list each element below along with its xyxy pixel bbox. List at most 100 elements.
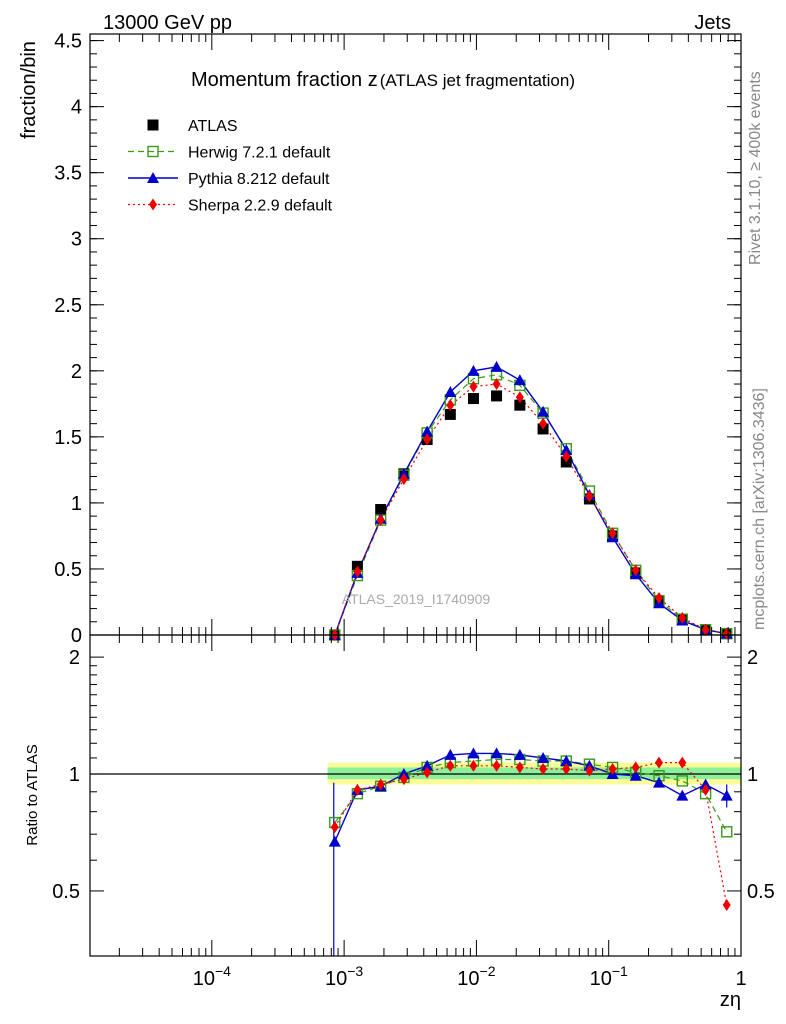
- ratio-ytick-label: 0.5: [52, 881, 80, 903]
- ratio-ytick-label-right: 1: [747, 764, 758, 786]
- ratio-point-sherpa-11: [585, 764, 594, 777]
- header-right: Jets: [694, 12, 731, 34]
- main-point-sherpa-3: [399, 473, 408, 486]
- ratio-band-green: [327, 767, 741, 780]
- main-point-sherpa-4: [423, 433, 432, 446]
- ratio-point-sherpa-14: [655, 756, 664, 769]
- ratio-marks: [90, 747, 741, 956]
- ratio-point-sherpa-1: [353, 783, 362, 796]
- main-point-pythia-6: [467, 364, 480, 376]
- main-ytick-label: 3.5: [54, 163, 82, 185]
- watermark: ATLAS_2019_I1740909: [342, 591, 491, 607]
- ratio-ytick-label: 1: [69, 764, 80, 786]
- main-ytick-label: 0.5: [54, 559, 82, 581]
- ratio-xtick-label: 1: [735, 968, 746, 990]
- ratio-point-pythia-0: [328, 835, 341, 847]
- ratio-point-sherpa-10: [562, 763, 571, 776]
- legend-marker-sherpa: [149, 198, 157, 211]
- mcplots-label: mcplots.cern.ch [arXiv:1306.3436]: [751, 388, 768, 630]
- legend-marker-atlas: [147, 119, 159, 131]
- ratio-line-sherpa: [334, 761, 728, 906]
- main-point-sherpa-10: [562, 450, 571, 463]
- main-ytick-label: 3: [71, 229, 82, 251]
- ratio-point-sherpa-4: [423, 766, 432, 779]
- ratio-panel: 0.5 0.5 1 1 2 2 10−4 10−3 10−2 10−1 1 Ratio to AT…: [24, 634, 775, 1011]
- ratio-frame: [89, 634, 742, 957]
- main-point-sherpa-2: [376, 514, 385, 527]
- main-y-axis: 0 0.5 1 1.5 2 2.5 3 3.5 4 4.5: [54, 31, 741, 647]
- main-title-sub: (ATLAS jet fragmentation): [380, 71, 575, 90]
- ratio-point-pythia-7: [490, 747, 503, 759]
- rivet-label: Rivet 3.1.10, ≥ 400k events: [747, 71, 764, 265]
- main-point-sherpa-7: [492, 378, 501, 391]
- ratio-xtick-label: 10−3: [325, 963, 363, 990]
- main-point-sherpa-15: [678, 611, 687, 624]
- ratio-point-herwig-17: [721, 826, 733, 838]
- ratio-xtick-label: 10−1: [590, 963, 628, 990]
- ratio-point-herwig-15: [676, 775, 689, 787]
- ratio-point-pythia-6: [467, 747, 480, 759]
- ratio-point-sherpa-13: [631, 761, 640, 774]
- x-axis-label: zη: [720, 989, 741, 1011]
- main-point-pythia-5: [444, 385, 457, 397]
- main-point-atlas-5: [444, 408, 456, 420]
- main-point-sherpa-17: [722, 627, 731, 640]
- main-point-atlas-2: [375, 504, 387, 516]
- main-point-atlas-7: [491, 390, 503, 402]
- main-ytick-label: 0: [71, 625, 82, 647]
- ratio-point-sherpa-16: [701, 783, 710, 796]
- main-ytick-label: 1: [71, 493, 82, 515]
- main-point-pythia-10: [560, 444, 573, 456]
- main-point-atlas-8: [514, 399, 526, 411]
- main-line-sherpa: [334, 383, 727, 636]
- ratio-point-sherpa-7: [492, 759, 501, 772]
- ratio-point-sherpa-17: [722, 899, 731, 912]
- main-ytick-label: 4.5: [54, 31, 82, 53]
- ratio-point-pythia-15: [676, 789, 689, 801]
- ratio-point-pythia-17: [720, 789, 733, 801]
- legend-marker-pythia: [147, 172, 159, 183]
- ratio-point-sherpa-5: [446, 759, 455, 772]
- main-title: Momentum fraction z (ATLAS jet fragmentat…: [191, 69, 575, 91]
- ratio-ytick-label: 2: [69, 647, 80, 669]
- ratio-point-sherpa-15: [678, 756, 687, 769]
- main-point-sherpa-9: [539, 417, 548, 430]
- ratio-point-sherpa-2: [376, 778, 385, 791]
- main-point-sherpa-16: [701, 623, 710, 636]
- main-point-sherpa-6: [469, 380, 478, 393]
- main-marks: [328, 360, 733, 641]
- ratio-xtick-label: 10−2: [457, 963, 495, 990]
- main-ytick-label: 4: [71, 97, 82, 119]
- main-point-pythia-8: [513, 374, 526, 386]
- ratio-point-pythia-5: [444, 748, 457, 760]
- ratio-point-pythia-14: [653, 776, 666, 788]
- legend: ATLAS Herwig 7.2.1 default Pythia 8.212 de…: [128, 118, 333, 215]
- ratio-ytick-label-right: 2: [747, 647, 758, 669]
- ratio-y-axis: 0.5 0.5 1 1 2 2: [52, 647, 775, 903]
- ratio-point-pythia-10: [560, 755, 573, 767]
- main-point-sherpa-12: [608, 527, 617, 540]
- main-point-sherpa-11: [585, 490, 594, 503]
- ratio-point-sherpa-9: [539, 763, 548, 776]
- ratio-point-sherpa-12: [608, 763, 617, 776]
- header-left: 13000 GeV pp: [103, 12, 232, 34]
- main-point-sherpa-8: [515, 391, 524, 404]
- ratio-point-sherpa-3: [399, 773, 408, 786]
- legend-marker-herwig: [147, 145, 159, 158]
- main-point-pythia-4: [421, 425, 434, 437]
- legend-label-sherpa: Sherpa 2.2.9 default: [188, 198, 333, 215]
- ratio-point-sherpa-0: [330, 821, 339, 834]
- ratio-point-sherpa-6: [469, 759, 478, 772]
- main-point-pythia-9: [537, 405, 550, 417]
- legend-label-herwig: Herwig 7.2.1 default: [188, 145, 331, 162]
- main-ytick-label: 2: [71, 361, 82, 383]
- ratio-ytick-label-right: 0.5: [747, 881, 775, 903]
- ratio-point-pythia-8: [513, 748, 526, 760]
- main-x-ticks: [118, 34, 742, 635]
- ratio-xtick-label: 10−4: [193, 963, 231, 990]
- main-ytick-label: 2.5: [54, 295, 82, 317]
- main-panel: 0 0.5 1 1.5 2 2.5 3 3.5 4 4.5 fraction/bin Moment…: [18, 31, 742, 647]
- ratio-point-pythia-9: [537, 751, 550, 763]
- main-ylabel: fraction/bin: [18, 41, 40, 139]
- main-point-pythia-7: [490, 360, 503, 372]
